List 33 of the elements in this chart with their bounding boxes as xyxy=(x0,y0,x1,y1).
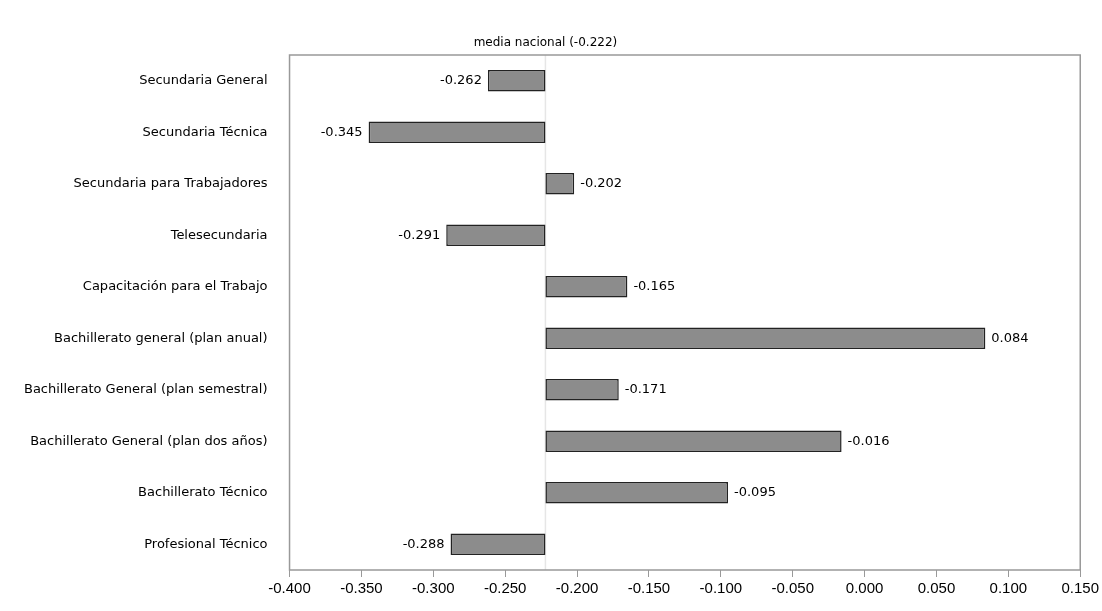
data-label: -0.291 xyxy=(398,226,441,242)
y-tick-label: Secundaria General xyxy=(139,72,268,88)
data-label: -0.345 xyxy=(320,123,363,139)
data-label: -0.016 xyxy=(847,432,890,448)
data-label: -0.095 xyxy=(734,484,776,500)
x-tick-label: -0.300 xyxy=(412,579,455,597)
y-tick-label: Profesional Técnico xyxy=(144,535,268,551)
y-tick-label: Bachillerato General (plan dos años) xyxy=(30,432,268,448)
x-tick-label: -0.150 xyxy=(627,579,671,597)
data-label: -0.171 xyxy=(624,381,667,397)
x-tick-label: 0.000 xyxy=(845,579,884,597)
data-label: -0.202 xyxy=(580,175,623,191)
y-tick-label: Secundaria Técnica xyxy=(142,123,268,139)
y-tick-label: Secundaria para Trabajadores xyxy=(73,175,268,191)
x-tick-label: -0.050 xyxy=(771,579,814,597)
y-tick-label: Bachillerato General (plan semestral) xyxy=(23,381,268,397)
data-label: -0.262 xyxy=(440,72,482,88)
y-tick-label: Bachillerato general (plan anual) xyxy=(54,329,268,345)
x-tick-label: 0.150 xyxy=(1061,579,1100,597)
y-tick-label: Telesecundaria xyxy=(169,226,268,242)
x-tick-label: 0.050 xyxy=(917,579,956,597)
ref-line-label: media nacional (-0.222) xyxy=(473,35,618,50)
data-label: -0.288 xyxy=(402,535,445,551)
x-tick-label: 0.100 xyxy=(989,579,1028,597)
x-tick-label: -0.350 xyxy=(340,579,383,597)
y-tick-label: Capacitación para el Trabajo xyxy=(82,278,268,294)
x-tick-label: -0.200 xyxy=(555,579,599,597)
x-tick-label: -0.250 xyxy=(483,579,527,597)
data-label: 0.084 xyxy=(991,329,1029,345)
x-tick-label: -0.100 xyxy=(699,579,743,597)
y-tick-label: Bachillerato Técnico xyxy=(138,484,268,500)
x-tick-label: -0.400 xyxy=(268,579,311,597)
data-label: -0.165 xyxy=(633,278,676,294)
